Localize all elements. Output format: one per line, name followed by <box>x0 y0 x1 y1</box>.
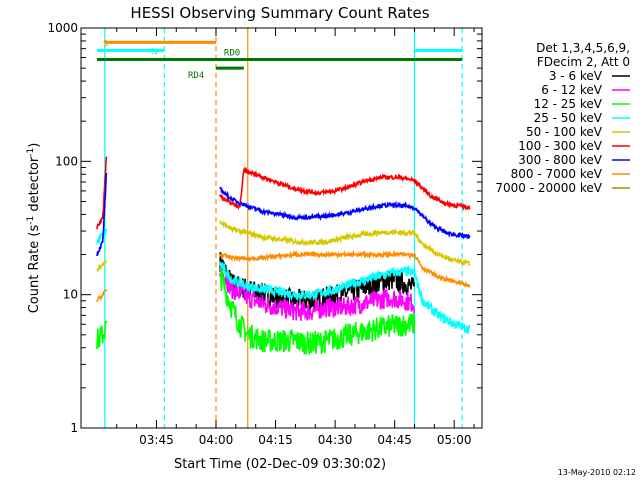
plot-area: S N RD0 RD4 <box>96 28 471 428</box>
legend-entry-label: 12 - 25 keV <box>534 97 603 111</box>
legend-entry-label: 7000 - 20000 keV <box>495 181 602 195</box>
series-line-100-300keV <box>96 156 108 230</box>
legend-entry-label: 25 - 50 keV <box>534 111 603 125</box>
series-line-12-25keV <box>96 320 108 350</box>
y-tick-label: 100 <box>55 154 78 168</box>
x-axis: 03:45 04:00 04:15 04:30 04:45 05:00 <box>116 28 475 447</box>
legend-entry-label: 300 - 800 keV <box>518 153 602 167</box>
x-tick-label: 04:15 <box>258 433 293 447</box>
y-axis-label: Count Rate (s-1 detector-1) <box>26 143 42 314</box>
series-line-6-12keV <box>219 264 416 321</box>
flag-label: RD0 <box>224 49 240 59</box>
flag-label: N <box>152 47 157 57</box>
legend-entry-label: 3 - 6 keV <box>549 69 603 83</box>
series-line-50-100keV <box>219 220 471 267</box>
series-line-12-25keV <box>219 267 416 355</box>
y-tick-label: 1 <box>70 421 78 435</box>
y-axis: 1 10 100 1000 <box>47 21 482 435</box>
y-tick-label: 1000 <box>47 21 78 35</box>
y-tick-label: 10 <box>63 288 78 302</box>
legend-header-line-2: FDecim 2, Att 0 <box>537 55 630 69</box>
x-tick-label: 04:45 <box>377 433 412 447</box>
legend-entry-label: 50 - 100 keV <box>526 125 603 139</box>
legend: Det 1,3,4,5,6,9, FDecim 2, Att 0 3 - 6 k… <box>495 41 630 195</box>
series-line-25-50keV <box>96 227 108 245</box>
flag-label: RD4 <box>188 71 204 81</box>
series-line-50-100keV <box>96 259 108 272</box>
plot-frame <box>80 27 483 429</box>
legend-entry-label: 100 - 300 keV <box>518 139 602 153</box>
flag-label: S <box>103 39 108 49</box>
x-tick-label: 03:45 <box>139 433 174 447</box>
legend-entry-label: 800 - 7000 keV <box>511 167 603 181</box>
series-line-300-800keV <box>219 186 471 240</box>
series-line-800-7000keV <box>96 288 108 303</box>
series-line-800-7000keV <box>219 249 471 288</box>
chart-title: HESSI Observing Summary Count Rates <box>130 4 429 22</box>
series-line-300-800keV <box>96 172 108 257</box>
footer-date: 13-May-2010 02:12 <box>558 468 636 477</box>
x-tick-label: 04:30 <box>318 433 353 447</box>
x-tick-label: 04:00 <box>199 433 234 447</box>
x-axis-label: Start Time (02-Dec-09 03:30:02) <box>174 457 386 472</box>
x-tick-label: 05:00 <box>437 433 472 447</box>
legend-entry-label: 6 - 12 keV <box>541 83 603 97</box>
legend-header-line-1: Det 1,3,4,5,6,9, <box>536 41 630 55</box>
series-line-25-50keV <box>219 260 471 334</box>
series-line-100-300keV <box>219 166 471 211</box>
